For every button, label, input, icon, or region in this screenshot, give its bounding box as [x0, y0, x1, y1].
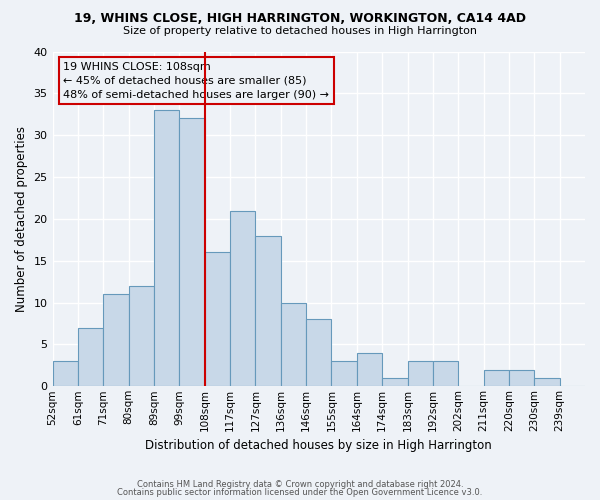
Bar	[407, 361, 433, 386]
Bar	[509, 370, 534, 386]
Bar	[256, 236, 281, 386]
Bar	[433, 361, 458, 386]
Bar	[534, 378, 560, 386]
Text: 19 WHINS CLOSE: 108sqm
← 45% of detached houses are smaller (85)
48% of semi-det: 19 WHINS CLOSE: 108sqm ← 45% of detached…	[63, 62, 329, 100]
Bar	[179, 118, 205, 386]
Bar	[306, 320, 331, 386]
Bar	[357, 353, 382, 386]
Text: Contains HM Land Registry data © Crown copyright and database right 2024.: Contains HM Land Registry data © Crown c…	[137, 480, 463, 489]
Bar	[78, 328, 103, 386]
Text: Contains public sector information licensed under the Open Government Licence v3: Contains public sector information licen…	[118, 488, 482, 497]
Text: 19, WHINS CLOSE, HIGH HARRINGTON, WORKINGTON, CA14 4AD: 19, WHINS CLOSE, HIGH HARRINGTON, WORKIN…	[74, 12, 526, 26]
X-axis label: Distribution of detached houses by size in High Harrington: Distribution of detached houses by size …	[145, 440, 492, 452]
Bar	[484, 370, 509, 386]
Text: Size of property relative to detached houses in High Harrington: Size of property relative to detached ho…	[123, 26, 477, 36]
Y-axis label: Number of detached properties: Number of detached properties	[15, 126, 28, 312]
Bar	[103, 294, 128, 386]
Bar	[154, 110, 179, 386]
Bar	[128, 286, 154, 386]
Bar	[205, 252, 230, 386]
Bar	[53, 361, 78, 386]
Bar	[281, 302, 306, 386]
Bar	[331, 361, 357, 386]
Bar	[382, 378, 407, 386]
Bar	[230, 210, 256, 386]
